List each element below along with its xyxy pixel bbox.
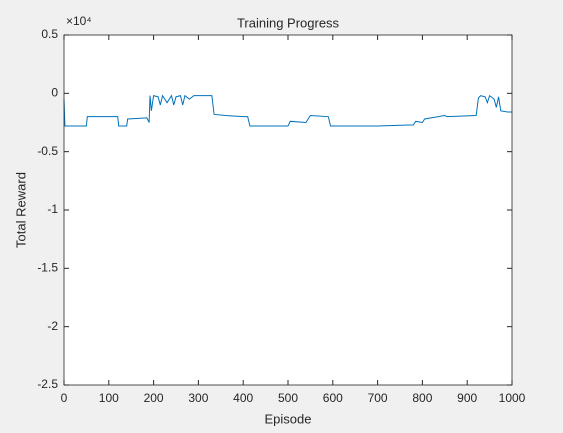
x-tick-label: 1000 xyxy=(499,391,526,405)
y-tick-label: -2 xyxy=(47,319,58,333)
x-tick-label: 100 xyxy=(99,391,119,405)
x-tick-label: 0 xyxy=(61,391,68,405)
y-tick-label: -2.5 xyxy=(37,377,58,391)
y-tick-label: -1 xyxy=(47,202,58,216)
plot-area xyxy=(64,35,512,385)
x-tick-label: 600 xyxy=(323,391,343,405)
x-tick-label: 500 xyxy=(278,391,298,405)
data-line xyxy=(63,94,512,127)
x-tick-label: 800 xyxy=(412,391,432,405)
x-tick-label: 400 xyxy=(233,391,253,405)
x-tick-label: 200 xyxy=(144,391,164,405)
axes-box xyxy=(63,34,513,386)
y-tick-label: 0.5 xyxy=(41,27,58,41)
y-tick-label: -0.5 xyxy=(37,144,58,158)
y-tick-label: 0 xyxy=(51,86,58,100)
y-multiplier: ×10⁴ xyxy=(66,14,92,28)
x-tick-label: 300 xyxy=(188,391,208,405)
y-tick-label: -1.5 xyxy=(37,261,58,275)
x-tick-label: 900 xyxy=(457,391,477,405)
chart-title: Training Progress xyxy=(237,15,340,30)
x-axis-label: Episode xyxy=(265,411,312,426)
x-tick-label: 700 xyxy=(368,391,388,405)
y-axis-label: Total Reward xyxy=(13,172,28,248)
